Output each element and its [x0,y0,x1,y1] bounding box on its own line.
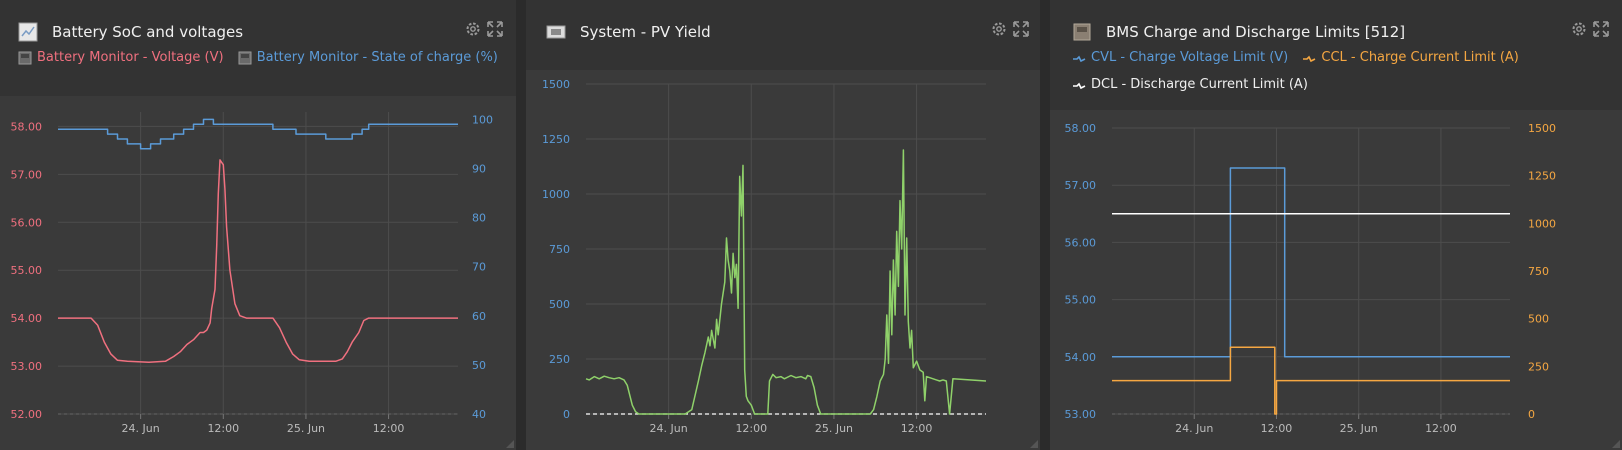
series-line-1 [1112,346,1510,415]
y-tick-label: 57.00 [1065,179,1097,192]
gear-icon[interactable] [990,20,1008,38]
legend-label: DCL - Discharge Current Limit (A) [1091,77,1308,92]
panel-pv-yield: System - PV Yield 0 250 500 750 1000 1250 1500… [526,0,1040,450]
legend-label: CCL - Charge Current Limit (A) [1321,50,1519,65]
chart-legend-row-2: DCL - Discharge Current Limit (A) [1072,77,1318,96]
battery-monitor-icon [238,51,252,64]
y-tick-label: 58.00 [1065,122,1097,135]
battery-monitor-icon [18,51,32,64]
line-icon [1073,55,1086,62]
y-tick-label: 1000 [542,188,570,201]
y-tick-label-right: 80 [472,212,486,225]
y-tick-label-right: 100 [472,113,493,126]
panel-title: BMS Charge and Discharge Limits [512] [1106,23,1406,41]
panel-bms-limits: BMS Charge and Discharge Limits [512] CV… [1050,0,1622,450]
y-tick-label-right: 1500 [1528,122,1556,135]
expand-icon[interactable] [486,20,504,38]
legend-item-voltage[interactable]: Battery Monitor - Voltage (V) [18,50,224,65]
y-tick-label: 55.00 [11,264,43,277]
resize-handle-icon[interactable] [1612,440,1620,448]
y-tick-label: 750 [549,243,570,256]
gear-icon[interactable] [464,20,482,38]
y-tick-label: 56.00 [1065,236,1097,249]
y-tick-label: 52.00 [11,408,43,421]
y-tick-label: 250 [549,353,570,366]
x-tick-label: 24. Jun [650,422,688,435]
x-tick-label: 25. Jun [815,422,853,435]
y-tick-label: 1250 [542,133,570,146]
y-tick-label: 1500 [542,78,570,91]
line-icon [1073,82,1086,89]
legend-item-soc[interactable]: Battery Monitor - State of charge (%) [238,50,498,65]
series-line-0 [58,159,458,363]
x-tick-label: 24. Jun [1175,422,1213,435]
series-line-1 [58,118,458,150]
series-line-0 [1112,167,1510,358]
x-tick-label: 25. Jun [1340,422,1378,435]
y-tick-label-right: 1000 [1528,217,1556,230]
y-tick-label-right: 750 [1528,265,1549,278]
panel-header: System - PV Yield [526,0,1040,70]
expand-icon[interactable] [1592,20,1610,38]
chart-battery-soc: 52.00 53.00 54.00 55.00 56.00 57.00 58.00 40 50 6… [11,112,493,435]
y-tick-label-right: 250 [1528,360,1549,373]
chart-pv-yield: 0 250 500 750 1000 1250 1500 24. Jun 12:00 25. Ju… [542,78,987,435]
chart-legend: CVL - Charge Voltage Limit (V) CCL - Cha… [1072,50,1529,69]
y-tick-label: 54.00 [1065,351,1097,364]
chart-bms-limits: 53.00 54.00 55.00 56.00 57.00 58.00 0 250 500 750… [1065,122,1557,435]
y-tick-label: 55.00 [1065,294,1097,307]
panel-header: BMS Charge and Discharge Limits [512] CV… [1050,0,1622,110]
x-tick-label: 12:00 [373,422,405,435]
legend-item-dcl[interactable]: DCL - Discharge Current Limit (A) [1072,77,1308,92]
resize-handle-icon[interactable] [506,440,514,448]
legend-label: Battery Monitor - State of charge (%) [256,50,498,65]
y-tick-label-right: 1250 [1528,170,1556,183]
x-tick-label: 12:00 [901,422,933,435]
panel-title: Battery SoC and voltages [52,23,244,41]
x-tick-label: 12:00 [1425,422,1457,435]
x-tick-label: 12:00 [1261,422,1293,435]
y-tick-label-right: 70 [472,261,486,274]
chart-icon [18,22,38,42]
panel-battery-soc: Battery SoC and voltages Battery Monitor… [0,0,516,450]
bms-icon [1073,23,1091,41]
x-tick-label: 12:00 [207,422,239,435]
legend-item-ccl[interactable]: CCL - Charge Current Limit (A) [1302,50,1519,65]
chart-legend: Battery Monitor - Voltage (V) Battery Mo… [18,50,508,69]
y-tick-label: 53.00 [11,360,43,373]
expand-icon[interactable] [1012,20,1030,38]
gear-icon[interactable] [1570,20,1588,38]
y-tick-label-right: 40 [472,408,486,421]
x-tick-label: 12:00 [735,422,767,435]
y-tick-label: 57.00 [11,168,43,181]
panel-title: System - PV Yield [580,23,711,41]
y-tick-label: 56.00 [11,216,43,229]
system-icon [546,25,566,39]
y-tick-label-right: 500 [1528,313,1549,326]
legend-item-cvl[interactable]: CVL - Charge Voltage Limit (V) [1072,50,1288,65]
y-tick-label-right: 90 [472,162,486,175]
y-tick-label-right: 50 [472,359,486,372]
x-tick-label: 25. Jun [287,422,325,435]
panel-header: Battery SoC and voltages Battery Monitor… [0,0,516,96]
y-tick-label: 54.00 [11,312,43,325]
legend-label: CVL - Charge Voltage Limit (V) [1091,50,1289,65]
y-tick-label: 53.00 [1065,408,1097,421]
y-tick-label-right: 0 [1528,408,1535,421]
y-tick-label: 0 [563,408,570,421]
y-tick-label: 58.00 [11,120,43,133]
line-icon [1303,55,1316,62]
y-tick-label: 500 [549,298,570,311]
y-tick-label-right: 60 [472,310,486,323]
legend-label: Battery Monitor - Voltage (V) [37,50,224,65]
x-tick-label: 24. Jun [122,422,160,435]
resize-handle-icon[interactable] [1030,440,1038,448]
series-line-0 [585,149,987,415]
